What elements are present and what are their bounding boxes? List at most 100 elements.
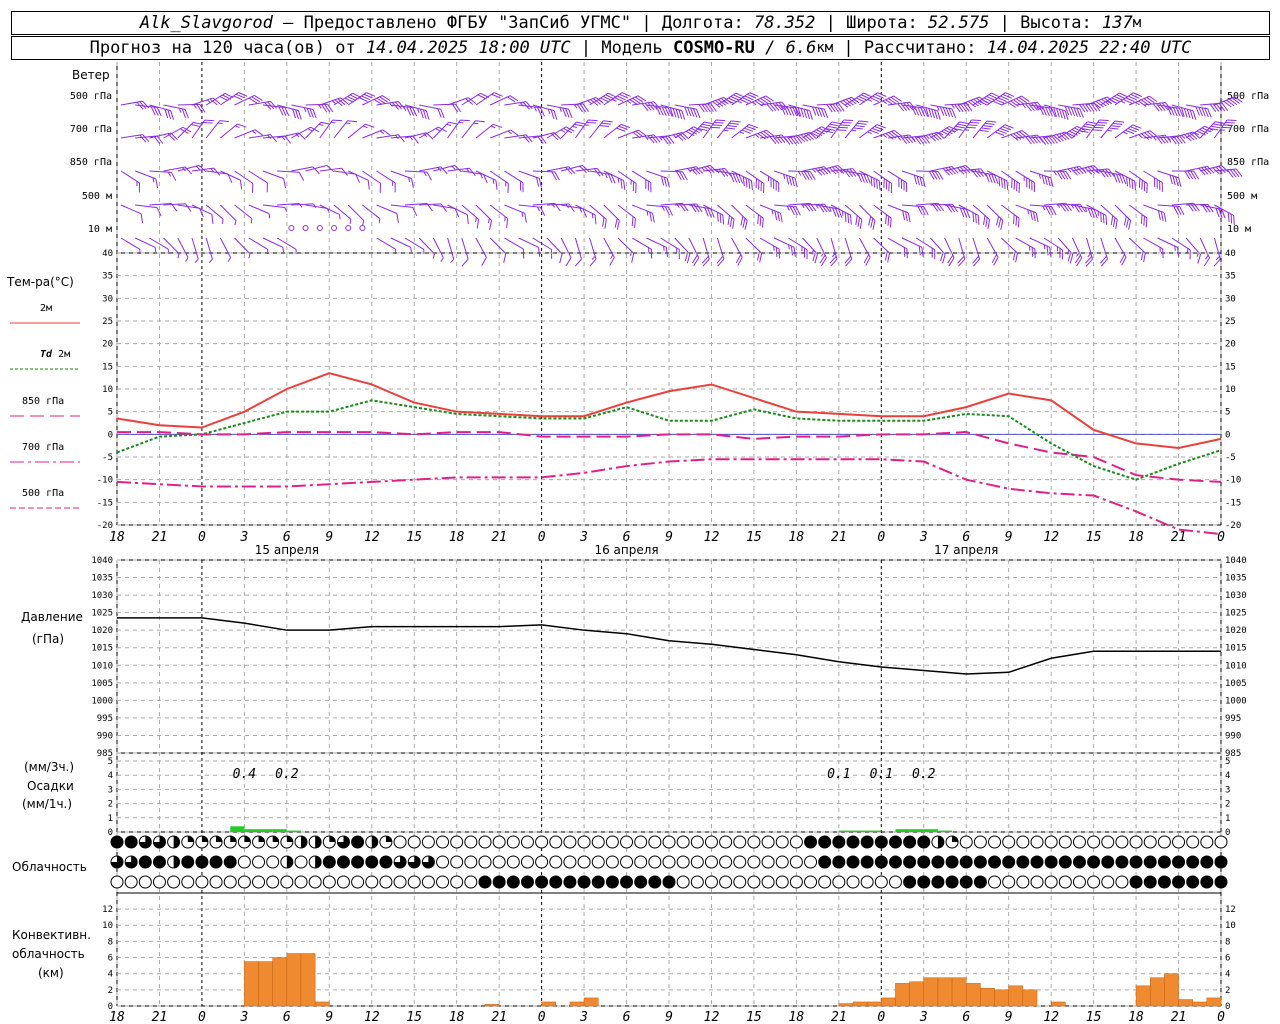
precip-unit3: (мм/3ч.) <box>24 760 75 774</box>
conv-bar <box>569 1001 585 1007</box>
wind-barb <box>1200 102 1229 113</box>
barb-flag <box>1172 175 1176 186</box>
barb-shaft <box>901 237 923 248</box>
wind-barb <box>930 104 957 118</box>
barb-flag <box>719 213 722 224</box>
barb-flag <box>631 216 634 227</box>
barb-flag <box>1002 93 1012 99</box>
pressure-ytick-left: 1015 <box>91 644 113 654</box>
barb-flag <box>565 166 573 175</box>
barb-flag <box>747 93 757 99</box>
barb-half <box>773 245 775 251</box>
wind-barb <box>404 170 433 181</box>
barb-flag <box>1212 123 1223 127</box>
barb-flag <box>847 213 850 224</box>
barb-flag <box>1051 107 1056 117</box>
barb-flag <box>1037 134 1044 143</box>
barb-shaft <box>1086 119 1100 139</box>
barb-flag <box>965 208 971 219</box>
wind-barb <box>120 170 141 193</box>
barb-shaft <box>575 167 598 172</box>
barb-shaft <box>347 170 369 181</box>
barb-shaft <box>504 237 524 250</box>
barb-flag <box>707 165 715 174</box>
wind-barb <box>1100 120 1125 139</box>
cloud-cover-symbol <box>1044 855 1058 869</box>
wind-barb <box>1157 170 1182 187</box>
barb-flag <box>1069 130 1078 136</box>
wind-barb <box>518 104 545 117</box>
barb-flag <box>885 133 894 140</box>
pressure-ytick-right: 985 <box>1225 749 1241 759</box>
cloud-cover-symbol <box>322 855 336 869</box>
barb-flag <box>718 168 726 177</box>
cloud-circle <box>931 875 945 889</box>
barb-half <box>630 180 632 185</box>
barb-flag <box>742 176 745 187</box>
barb-flag <box>797 107 802 117</box>
cloud-cover-symbol <box>832 855 846 869</box>
cloud-cover-symbol <box>945 855 959 869</box>
barb-flag <box>806 249 808 260</box>
barb-flag <box>644 102 652 111</box>
wind-barb <box>1129 130 1158 140</box>
wind-barb <box>390 204 418 217</box>
wind-barb <box>1029 237 1052 257</box>
conv-bar <box>881 997 896 1007</box>
barb-flag <box>488 220 493 230</box>
barb-half <box>507 130 512 135</box>
barb-flag <box>920 135 928 144</box>
barb-flag <box>170 172 177 181</box>
cloud-circle <box>520 835 534 849</box>
conv-ytick-left: 0 <box>108 1002 113 1012</box>
barb-flag <box>1056 134 1064 142</box>
barb-shaft <box>433 103 456 106</box>
barb-shaft <box>1100 204 1118 220</box>
wind-barb <box>135 135 164 145</box>
wind-barb <box>944 164 974 175</box>
barb-flag <box>620 123 631 129</box>
barb-flag <box>1130 93 1140 99</box>
barb-shaft <box>390 237 411 248</box>
barb-flag <box>321 104 328 113</box>
wind-barb <box>191 167 221 176</box>
cloud-circle <box>535 875 549 889</box>
barb-flag <box>281 106 287 116</box>
cloud-cover-symbol <box>167 875 181 889</box>
cloud-cover-symbol <box>535 855 549 869</box>
wind-barb <box>518 170 542 188</box>
barb-flag <box>704 121 714 125</box>
cloud-circle <box>733 875 747 889</box>
x-hour-tick: 0 <box>1217 530 1225 545</box>
barb-shaft <box>745 170 765 184</box>
barb-flag <box>820 166 829 175</box>
barb-flag <box>997 129 1007 135</box>
wind-barb <box>674 203 703 213</box>
barb-flag <box>806 109 811 120</box>
barb-flag <box>1186 133 1195 141</box>
wind-barb <box>504 237 525 259</box>
barb-flag <box>156 207 162 217</box>
barb-flag <box>675 133 684 141</box>
barb-flag <box>985 173 990 183</box>
barb-flag <box>666 178 670 188</box>
barb-flag <box>855 215 858 225</box>
barb-flag <box>1002 126 1012 131</box>
barb-flag <box>1221 102 1229 111</box>
x-hour-tick: 6 <box>283 1010 291 1024</box>
precip-ytick-left: 3 <box>108 785 113 795</box>
cloud-circle <box>379 855 393 869</box>
cloud-cover-symbol <box>747 875 761 889</box>
barb-shaft <box>1157 104 1180 109</box>
barb-flag <box>1209 103 1217 113</box>
wind-barb <box>347 123 375 139</box>
wind-barb <box>873 204 892 228</box>
cloud-cover-symbol <box>266 855 280 869</box>
barb-flag <box>1125 218 1130 228</box>
cloud-cover-symbol <box>804 875 818 889</box>
barb-shaft <box>518 204 541 208</box>
barb-half <box>339 214 341 220</box>
wind-barb <box>1199 121 1225 139</box>
barb-flag <box>900 179 903 189</box>
barb-flag <box>840 101 849 108</box>
